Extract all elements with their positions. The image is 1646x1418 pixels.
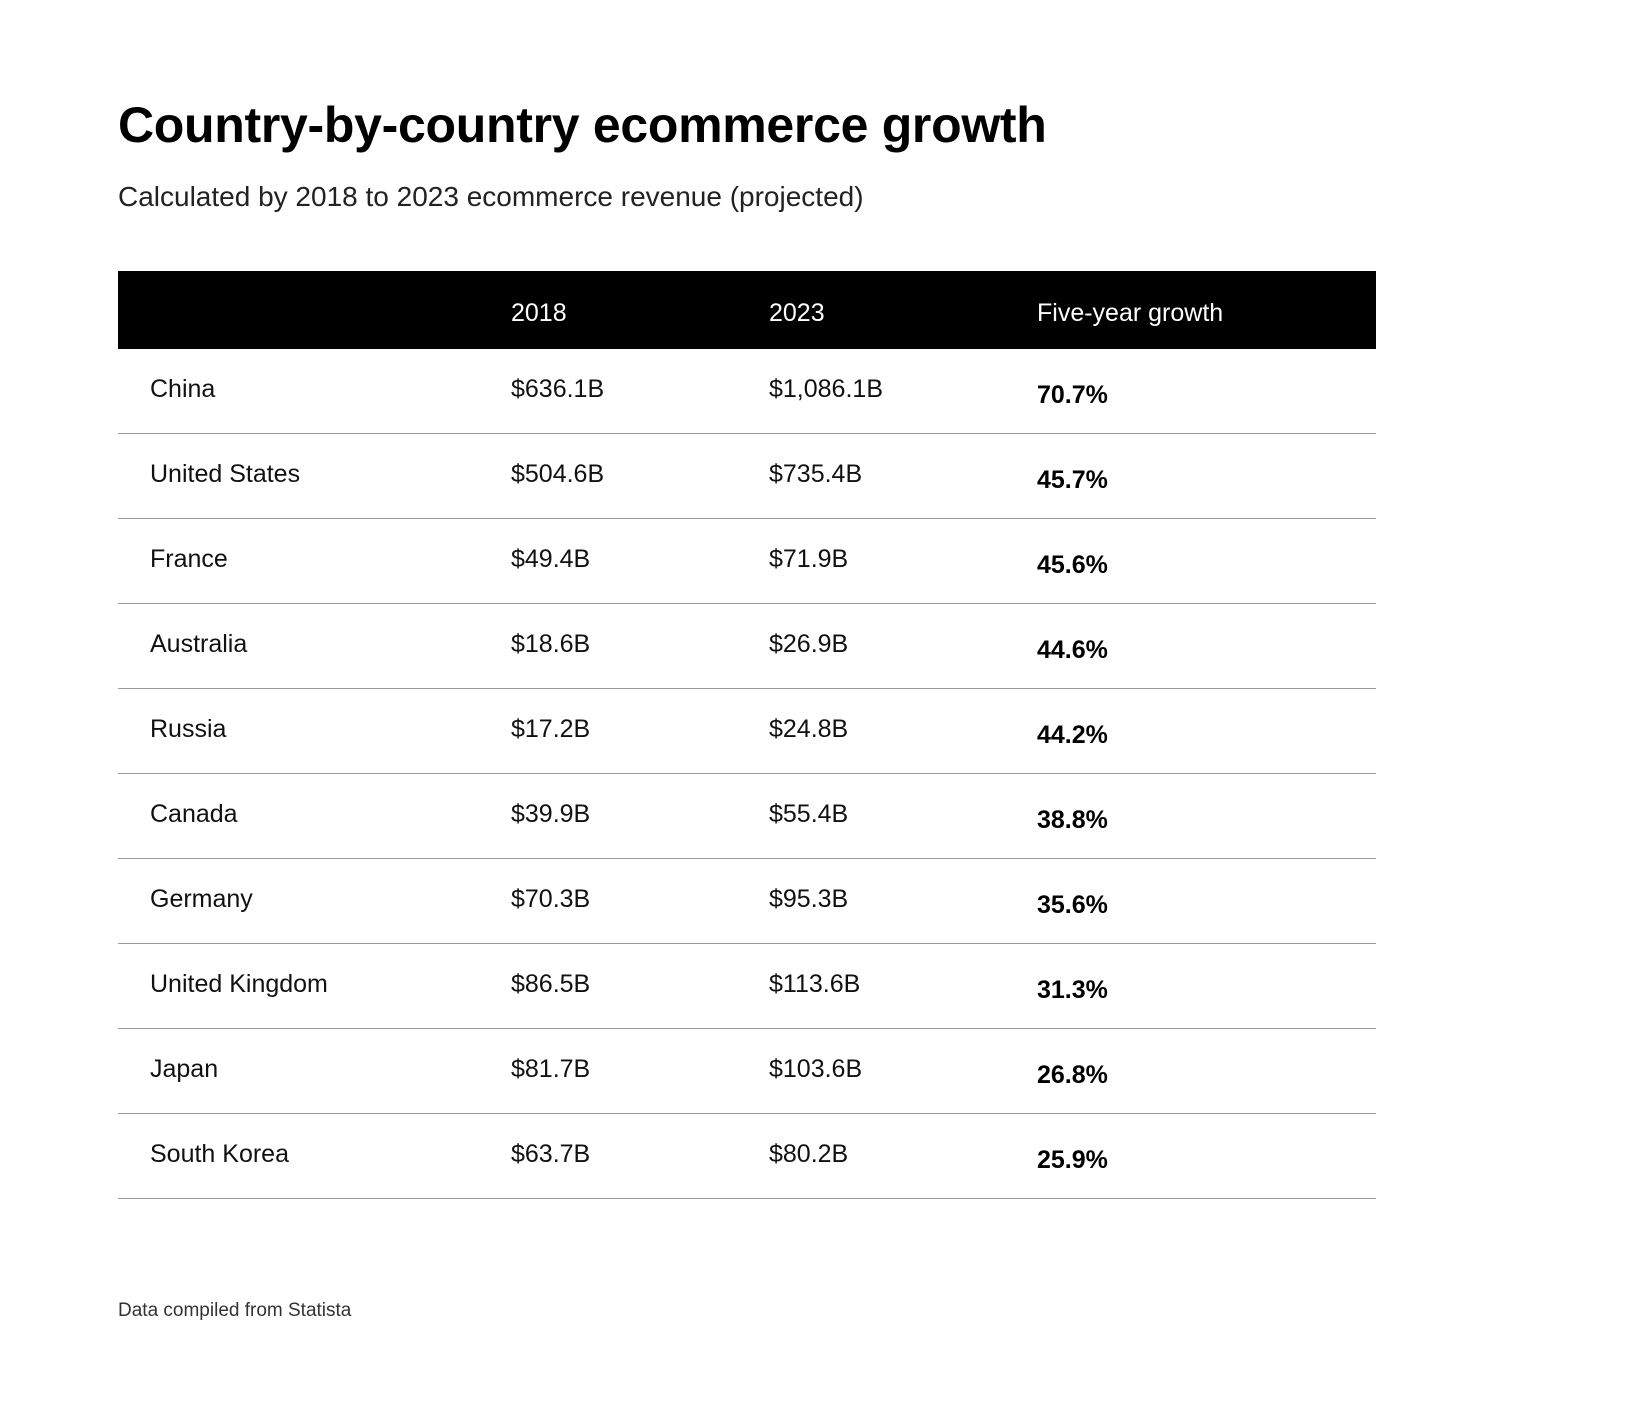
header-growth: Five-year growth — [1037, 299, 1224, 327]
table-row: Russia $17.2B $24.8B 44.2% — [118, 689, 1376, 774]
revenue-2018-cell: $18.6B — [511, 630, 591, 658]
revenue-2023-cell: $95.3B — [769, 885, 849, 913]
growth-cell: 44.2% — [1037, 721, 1108, 749]
growth-cell: 45.7% — [1037, 466, 1108, 494]
revenue-2018-cell: $504.6B — [511, 460, 605, 488]
revenue-2023-cell: $1,086.1B — [769, 375, 883, 403]
chart-title: Country-by-country ecommerce growth — [118, 97, 1047, 153]
country-cell: Australia — [150, 630, 248, 658]
growth-cell: 70.7% — [1037, 381, 1108, 409]
table-row: Canada $39.9B $55.4B 38.8% — [118, 774, 1376, 859]
revenue-2018-cell: $17.2B — [511, 715, 591, 743]
country-cell: United States — [150, 460, 301, 488]
growth-cell: 26.8% — [1037, 1061, 1108, 1089]
country-cell: Germany — [150, 885, 253, 913]
revenue-2018-cell: $39.9B — [511, 800, 591, 828]
country-cell: China — [150, 375, 216, 403]
source-note: Data compiled from Statista — [118, 1300, 352, 1321]
country-cell: Canada — [150, 800, 238, 828]
table-row: United Kingdom $86.5B $113.6B 31.3% — [118, 944, 1376, 1029]
revenue-2023-cell: $113.6B — [769, 970, 861, 998]
growth-cell: 35.6% — [1037, 891, 1108, 919]
revenue-2023-cell: $80.2B — [769, 1140, 849, 1168]
table-row: Australia $18.6B $26.9B 44.6% — [118, 604, 1376, 689]
header-2018: 2018 — [511, 299, 567, 327]
revenue-2018-cell: $81.7B — [511, 1055, 591, 1083]
revenue-2018-cell: $636.1B — [511, 375, 605, 403]
country-cell: France — [150, 545, 228, 573]
revenue-2018-cell: $49.4B — [511, 545, 591, 573]
chart-subtitle: Calculated by 2018 to 2023 ecommerce rev… — [118, 181, 864, 212]
header-2023: 2023 — [769, 299, 825, 327]
growth-cell: 44.6% — [1037, 636, 1108, 664]
country-cell: Russia — [150, 715, 227, 743]
table-row: United States $504.6B $735.4B 45.7% — [118, 434, 1376, 519]
growth-cell: 38.8% — [1037, 806, 1108, 834]
growth-table: 2018 2023 Five-year growth China $636.1B… — [118, 271, 1376, 1199]
revenue-2023-cell: $103.6B — [769, 1055, 863, 1083]
revenue-2023-cell: $55.4B — [769, 800, 849, 828]
table-row: China $636.1B $1,086.1B 70.7% — [118, 349, 1376, 434]
table-row: France $49.4B $71.9B 45.6% — [118, 519, 1376, 604]
country-cell: United Kingdom — [150, 970, 328, 998]
table-header: 2018 2023 Five-year growth — [118, 271, 1376, 349]
growth-cell: 25.9% — [1037, 1146, 1108, 1174]
country-cell: South Korea — [150, 1140, 289, 1168]
table-row: Germany $70.3B $95.3B 35.6% — [118, 859, 1376, 944]
table-row: Japan $81.7B $103.6B 26.8% — [118, 1029, 1376, 1114]
revenue-2018-cell: $63.7B — [511, 1140, 591, 1168]
revenue-2023-cell: $24.8B — [769, 715, 849, 743]
revenue-2023-cell: $71.9B — [769, 545, 849, 573]
growth-cell: 31.3% — [1037, 976, 1108, 1004]
growth-cell: 45.6% — [1037, 551, 1108, 579]
revenue-2023-cell: $26.9B — [769, 630, 849, 658]
table-row: South Korea $63.7B $80.2B 25.9% — [118, 1114, 1376, 1199]
country-cell: Japan — [150, 1055, 219, 1083]
revenue-2023-cell: $735.4B — [769, 460, 863, 488]
revenue-2018-cell: $86.5B — [511, 970, 591, 998]
revenue-2018-cell: $70.3B — [511, 885, 591, 913]
